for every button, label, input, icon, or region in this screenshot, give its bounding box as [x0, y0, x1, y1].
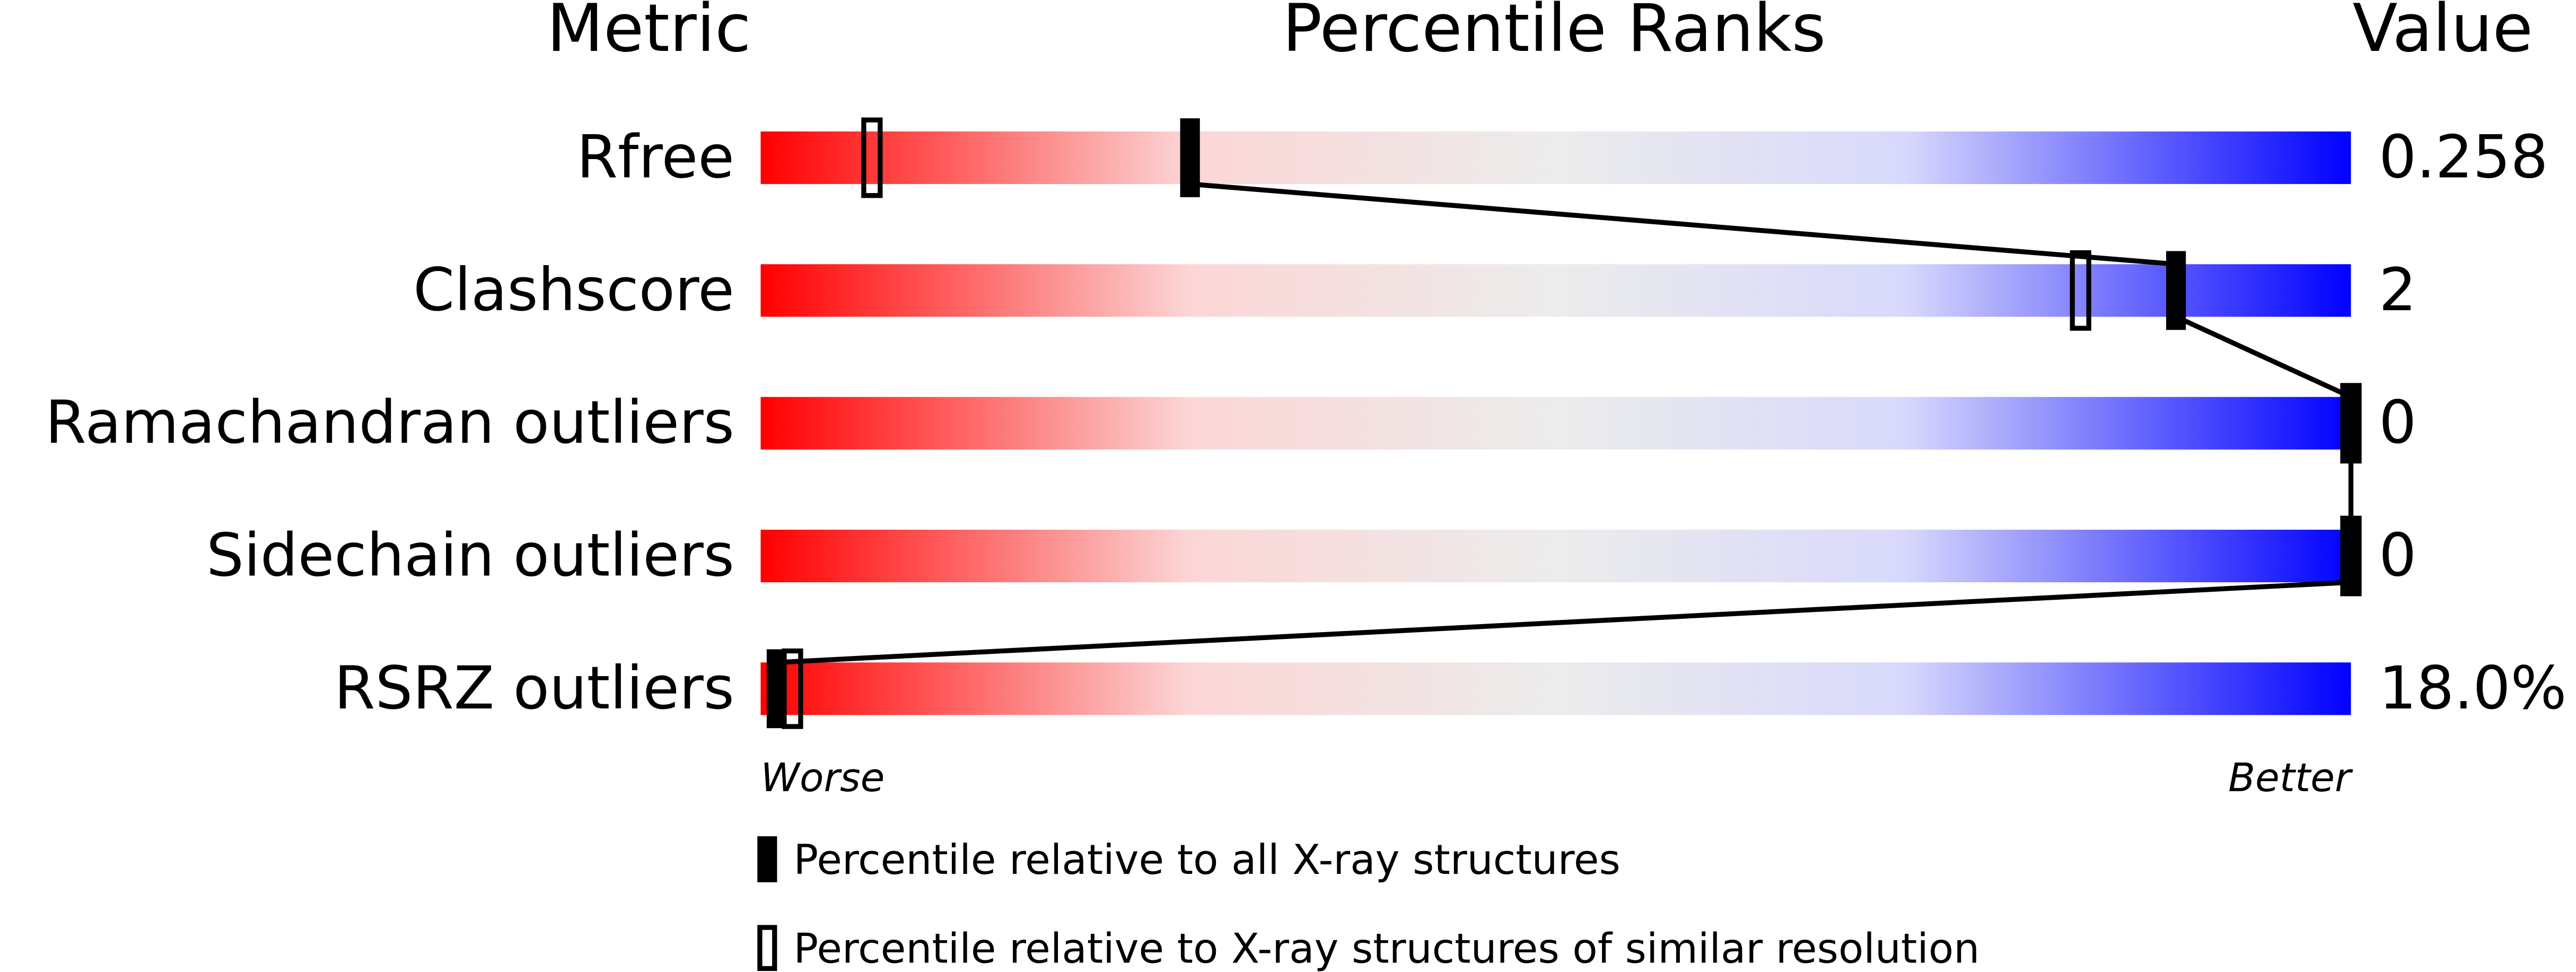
ranks-header: Percentile Ranks — [1282, 0, 1826, 67]
value-label: 18.0% — [2379, 654, 2566, 723]
metric-header: Metric — [547, 0, 751, 67]
percentile-marker-open — [782, 648, 803, 729]
metric-label: Clashscore — [413, 256, 734, 325]
value-label: 0 — [2379, 521, 2416, 590]
connector — [776, 580, 2351, 665]
legend-marker — [757, 836, 777, 882]
percentile-marker-open — [2340, 383, 2362, 464]
percentile-marker — [1180, 118, 1200, 197]
slider-bar — [760, 264, 2351, 317]
better-label: Better — [2228, 755, 2353, 801]
connector — [1189, 181, 2177, 267]
percentile-marker-open — [861, 117, 883, 198]
metric-label: Rfree — [577, 122, 734, 191]
metric-label: Ramachandran outliers — [45, 388, 734, 457]
metric-label: Sidechain outliers — [206, 521, 734, 590]
slider-bar — [760, 131, 2351, 185]
worse-label: Worse — [760, 755, 884, 801]
percentile-marker-open — [2340, 515, 2362, 597]
connector — [2175, 314, 2352, 399]
percentile-marker — [2166, 251, 2186, 330]
value-label: 0 — [2379, 388, 2416, 457]
metric-label: RSRZ outliers — [334, 654, 734, 723]
value-label: 0.258 — [2379, 122, 2548, 191]
value-header: Value — [2353, 0, 2533, 67]
slider-bar — [760, 397, 2351, 450]
slider-bar — [760, 662, 2351, 715]
legend-marker-open — [757, 925, 777, 971]
percentile-marker-open — [2070, 250, 2091, 331]
legend-label: Percentile relative to X-ray structures … — [793, 925, 1979, 972]
value-label: 2 — [2379, 256, 2416, 325]
slider-bar — [760, 529, 2351, 583]
legend-label: Percentile relative to all X-ray structu… — [793, 836, 1620, 884]
